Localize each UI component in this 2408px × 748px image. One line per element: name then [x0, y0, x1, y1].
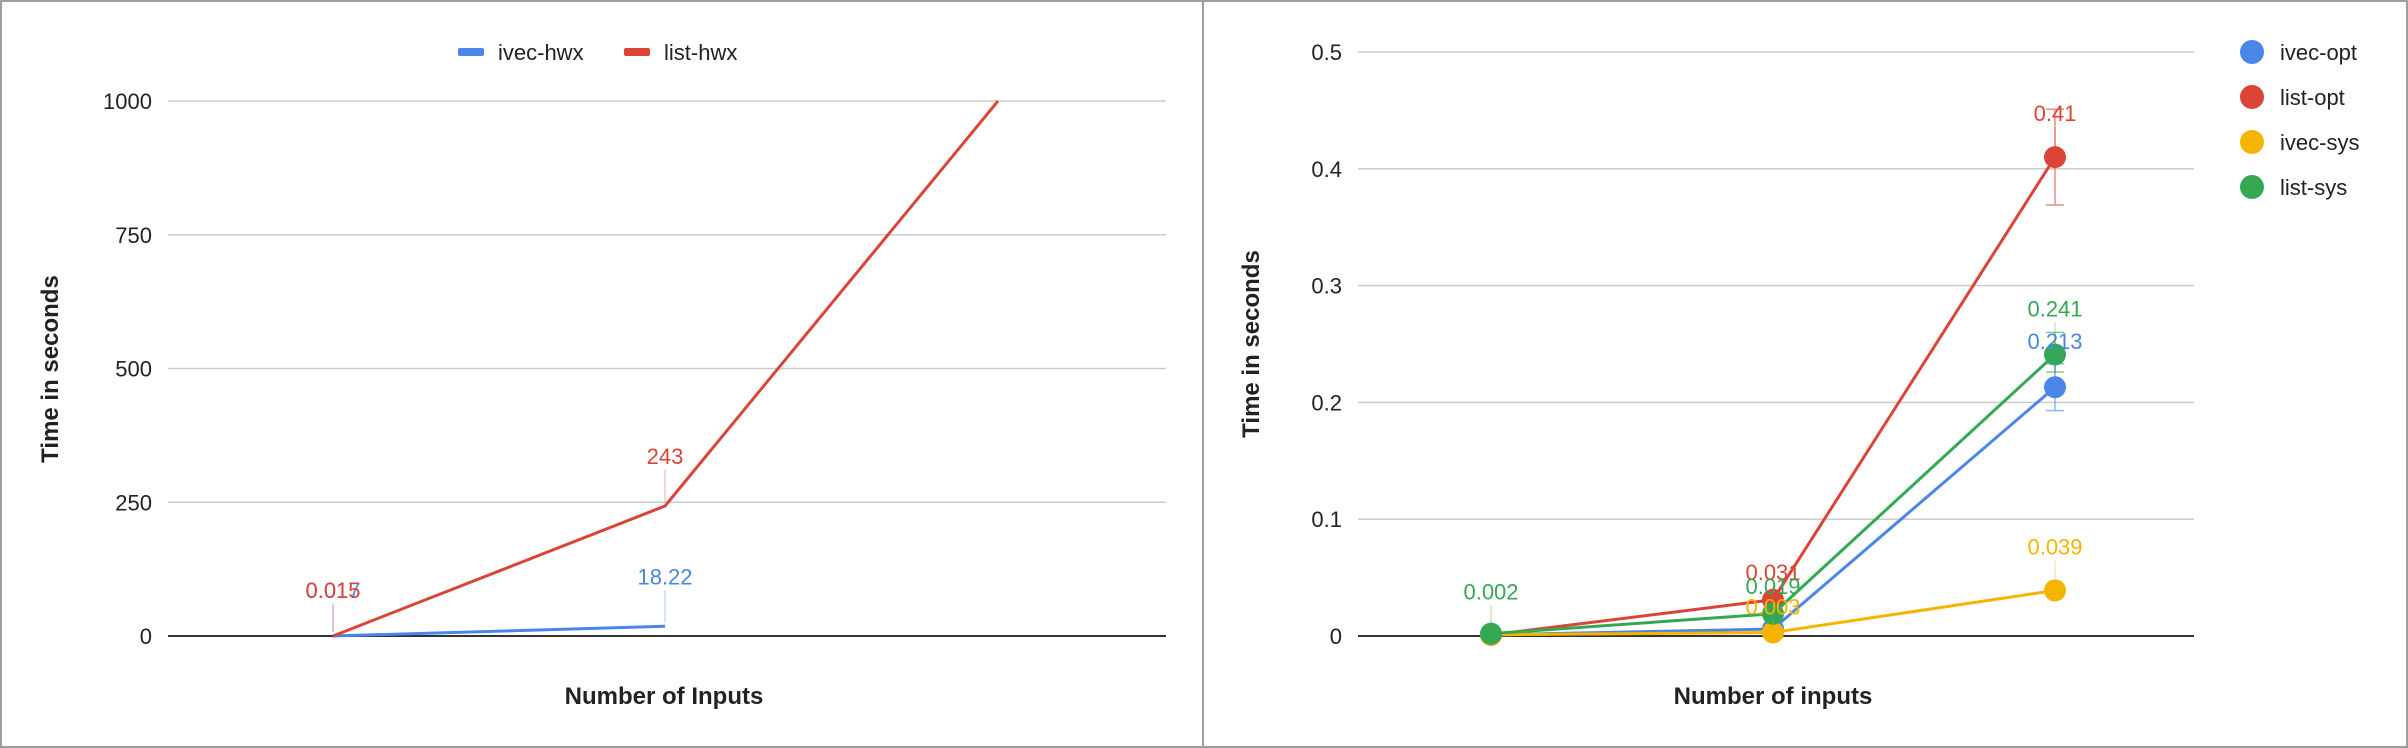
- chart-left-x-axis-title: Number of Inputs: [565, 683, 764, 710]
- chart-left-y-tick-label: 250: [115, 490, 152, 515]
- chart-right-legend-swatch-list-sys: [2240, 175, 2264, 199]
- chart-right-data-labels: 0.213 0.031 0.41 0.003 0.039 0.002 0.019 0.241: [1463, 101, 2083, 630]
- chart-left-y-tick-label: 0: [140, 624, 152, 649]
- chart-left-y-axis-title: Time in seconds: [37, 275, 64, 463]
- chart-right-y-tick-label: 0.1: [1311, 507, 1342, 532]
- chart-right: 0 0.1 0.2 0.3 0.4 0.5 Time in seconds Number …: [1238, 40, 2359, 710]
- chart-right-data-label-list-opt: 0.41: [2034, 101, 2077, 126]
- chart-right-legend-swatch-list-opt: [2240, 85, 2264, 109]
- chart-left-y-ticks: 0 250 500 750 1000: [103, 89, 152, 649]
- chart-right-point-list-sys: [1480, 622, 1502, 645]
- chart-right-y-tick-label: 0.3: [1311, 274, 1342, 299]
- chart-right-data-label-ivec-sys: 0.039: [2027, 534, 2082, 559]
- chart-right-legend-label-ivec-sys: ivec-sys: [2280, 130, 2359, 155]
- chart-left: 0 250 500 750 1000 Time in seconds Number of…: [37, 40, 1166, 710]
- chart-left-data-label-list-hwx: 0.015: [305, 578, 360, 603]
- chart-right-data-label-list-sys: 0.002: [1463, 580, 1518, 605]
- chart-right-data-label-ivec-opt: 0.213: [2027, 329, 2082, 354]
- chart-left-series-line-list-hwx: [332, 100, 1000, 638]
- chart-right-point-ivec-opt: [2044, 376, 2066, 399]
- chart-left-y-tick-label: 1000: [103, 89, 152, 114]
- chart-left-data-label-list-hwx: 243: [647, 444, 684, 469]
- chart-left-y-tick-label: 500: [115, 357, 152, 382]
- chart-right-x-axis-title: Number of inputs: [1674, 683, 1873, 710]
- chart-right-y-tick-label: 0: [1330, 624, 1342, 649]
- chart-right-point-list-sys: [1762, 602, 1784, 625]
- chart-right-data-label-list-opt: 0.031: [1745, 560, 1800, 585]
- chart-right-legend: ivec-opt list-opt ivec-sys list-sys: [2240, 40, 2359, 200]
- chart-right-series: [1480, 108, 2066, 646]
- chart-right-legend-swatch-ivec-opt: [2240, 40, 2264, 64]
- chart-right-point-list-sys: [2044, 343, 2066, 366]
- chart-right-y-tick-label: 0.5: [1311, 40, 1342, 65]
- chart-right-point-ivec-sys: [1762, 621, 1784, 644]
- chart-right-data-label-list-sys: 0.019: [1745, 574, 1800, 599]
- chart-left-legend-swatch-list-hwx: [624, 48, 650, 56]
- chart-left-legend: ivec-hwx list-hwx: [458, 40, 737, 65]
- chart-right-data-label-ivec-sys: 0.003: [1745, 594, 1800, 619]
- chart-right-data-label-list-sys: 0.241: [2027, 297, 2082, 322]
- chart-right-y-axis-title: Time in seconds: [1238, 250, 1265, 438]
- chart-left-legend-label-list-hwx: list-hwx: [664, 40, 737, 65]
- chart-left-y-tick-label: 750: [115, 223, 152, 248]
- chart-left-legend-swatch-ivec-hwx: [458, 48, 484, 56]
- chart-right-y-ticks: 0 0.1 0.2 0.3 0.4 0.5: [1311, 40, 1342, 649]
- chart-right-y-tick-label: 0.2: [1311, 390, 1342, 415]
- chart-right-legend-swatch-ivec-sys: [2240, 130, 2264, 154]
- chart-left-data-label-ivec-hwx: 18.22: [637, 564, 692, 589]
- chart-right-y-tick-label: 0.4: [1311, 157, 1342, 182]
- chart-right-point-list-opt: [2044, 146, 2066, 169]
- chart-right-point-ivec-sys: [2044, 579, 2066, 602]
- chart-left-gridlines: [168, 100, 1166, 637]
- chart-right-legend-label-ivec-opt: ivec-opt: [2280, 40, 2357, 65]
- chart-left-series-line-ivec-hwx: [332, 624, 666, 638]
- chart-left-series: [332, 100, 1000, 638]
- chart-right-legend-label-list-opt: list-opt: [2280, 85, 2345, 110]
- chart-left-legend-label-ivec-hwx: ivec-hwx: [498, 40, 584, 65]
- chart-left-data-label-ivec-hwx: 0.017: [305, 578, 360, 603]
- chart-right-legend-label-list-sys: list-sys: [2280, 175, 2347, 200]
- chart-left-data-labels: 0.017 18.22 0.015 243: [305, 444, 693, 632]
